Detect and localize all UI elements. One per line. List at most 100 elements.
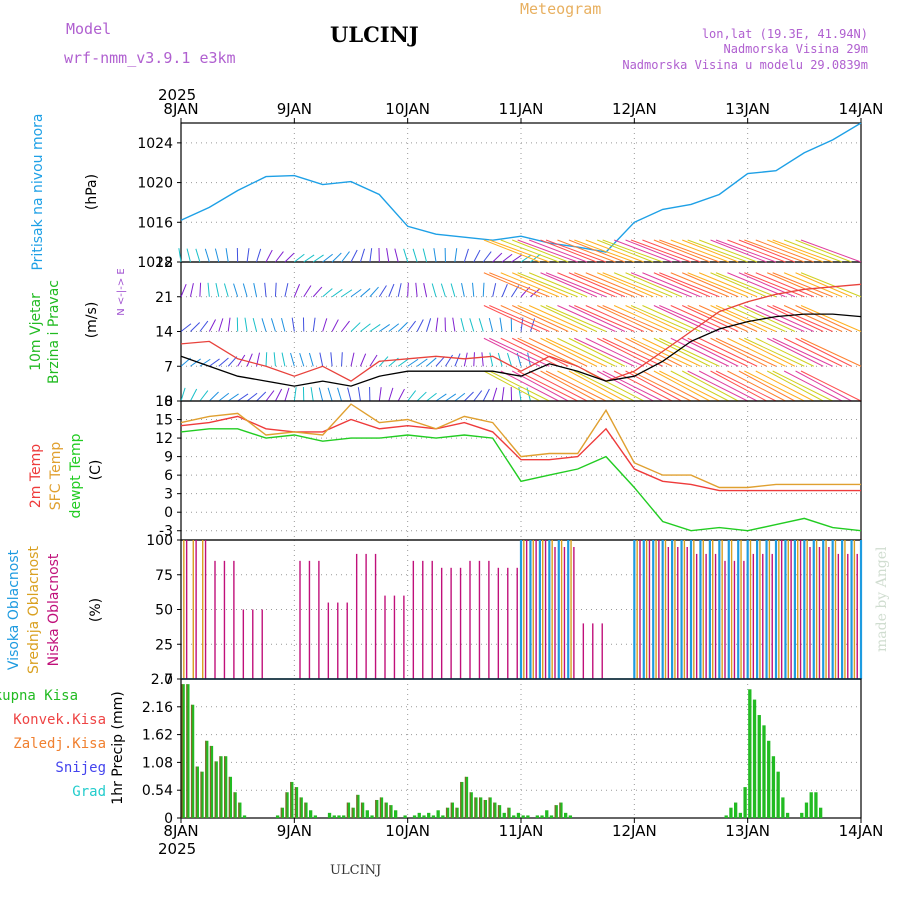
wind-arrow <box>517 272 578 298</box>
wind-arrow <box>568 239 626 263</box>
wind-arrow <box>687 239 748 263</box>
wind-arrow <box>330 352 333 367</box>
cloud-unit: (%) <box>88 598 104 622</box>
precip-bar <box>228 776 233 818</box>
wind-arrow <box>416 391 427 402</box>
wind-arrow <box>360 323 371 332</box>
wind-arrow <box>744 337 805 367</box>
wind-arrow <box>454 248 458 263</box>
wind-arrow <box>710 370 767 402</box>
wind-arrow <box>178 248 182 263</box>
wind-arrow <box>337 387 343 402</box>
pressure-unit: (hPa) <box>84 174 100 210</box>
precip-bar <box>729 807 733 818</box>
wind-arrow <box>303 254 315 263</box>
wind-arrow <box>755 272 814 298</box>
wind-arrow <box>415 282 418 297</box>
wind-arrow <box>517 370 578 402</box>
wind-arrow <box>602 337 663 367</box>
wind-arrow <box>585 337 644 367</box>
wind-arrow <box>518 387 522 402</box>
wind-arrow <box>489 305 550 332</box>
wind-arrow <box>710 305 767 332</box>
wind-arrow <box>482 251 492 263</box>
wind-arrow <box>625 305 682 332</box>
wind-arrow <box>659 337 720 367</box>
precip-bar <box>219 756 223 818</box>
wind-arrow <box>281 317 286 332</box>
precip-bar <box>804 802 809 818</box>
wind-arrow <box>540 337 597 367</box>
precip-conv-bar <box>224 756 226 818</box>
wind-arrow <box>772 337 833 367</box>
wind-arrow <box>473 390 483 402</box>
wind-arrow <box>568 272 626 298</box>
wind-arrow <box>180 387 186 402</box>
precip-bar <box>809 792 813 818</box>
time-label-bottom: 9JAN <box>277 822 312 840</box>
precip-conv-bar <box>488 797 490 818</box>
precip-conv-bar <box>554 805 556 818</box>
wind-arrow <box>715 239 777 263</box>
wind-arrow <box>186 248 191 263</box>
precip-conv-bar <box>455 807 457 818</box>
time-label-top: 8JAN <box>163 100 198 118</box>
wind-arrow <box>500 305 559 332</box>
time-label-top: 11JAN <box>499 100 544 118</box>
precip-bar <box>734 802 738 818</box>
time-label-bottom: 14JAN <box>839 822 884 840</box>
precip-bar <box>190 704 195 818</box>
wind-arrow <box>369 286 379 298</box>
precip-bar <box>564 812 568 818</box>
wind-arrow <box>795 370 852 402</box>
precip-bar <box>512 815 516 818</box>
precip-bar <box>469 792 473 818</box>
wind-arrow <box>783 305 843 332</box>
wind-arrow <box>517 239 578 263</box>
wind-arrow <box>625 239 682 263</box>
wind-arrow <box>359 353 367 367</box>
wind-arrow <box>299 352 305 367</box>
wind-arrow <box>481 352 484 367</box>
precip-bar <box>200 771 204 818</box>
wind-arrow <box>209 358 220 367</box>
pressure-ytick-label: 1020 <box>137 176 173 192</box>
temperature-ytick-label: 9 <box>164 450 173 466</box>
wind-arrow <box>512 239 569 263</box>
precip-legend-item: Snijeg <box>55 760 106 776</box>
wind-arrow <box>795 239 852 263</box>
wind-arrow <box>244 317 248 332</box>
wind-arrow <box>440 283 446 297</box>
wind-arrow <box>511 254 523 263</box>
wind-title-1: 10m Vjetar <box>28 293 44 371</box>
wind-arrow <box>492 252 503 263</box>
wind-arrow <box>800 305 862 332</box>
cloud-title-high: Visoka Oblacnost <box>6 549 22 670</box>
wind-arrow <box>341 251 350 263</box>
wind-arrow <box>350 249 358 263</box>
temperature-ytick-label: 12 <box>155 431 173 447</box>
time-label-top: 12JAN <box>612 100 657 118</box>
time-label-bottom: 10JAN <box>385 822 430 840</box>
wind-arrow <box>463 248 469 263</box>
precip-bar <box>502 812 506 818</box>
temperature-ytick-label: 3 <box>164 487 173 503</box>
wind-arrow <box>500 337 559 367</box>
wind-arrow <box>294 253 305 263</box>
cloud-panel: 0 25 50 75 100 <box>146 533 863 688</box>
wind-arrow <box>350 322 361 332</box>
wind-arrow <box>426 318 432 332</box>
wind-arrow <box>681 370 739 402</box>
wind-arrow <box>625 272 682 298</box>
wind-arrow <box>233 283 239 297</box>
precip-bar <box>224 756 228 818</box>
wind-arrow <box>501 387 505 402</box>
tsfc-line <box>180 403 861 489</box>
wind-arrow <box>265 390 275 402</box>
wind-arrow <box>512 305 569 332</box>
wind-arrow <box>528 239 588 263</box>
wind-arrow <box>426 357 437 367</box>
wind-arrow <box>613 239 673 263</box>
clouds-ytick-label: 25 <box>155 637 173 653</box>
altitude-model-text: Nadmorska Visina u modelu 29.0839m <box>622 58 868 72</box>
